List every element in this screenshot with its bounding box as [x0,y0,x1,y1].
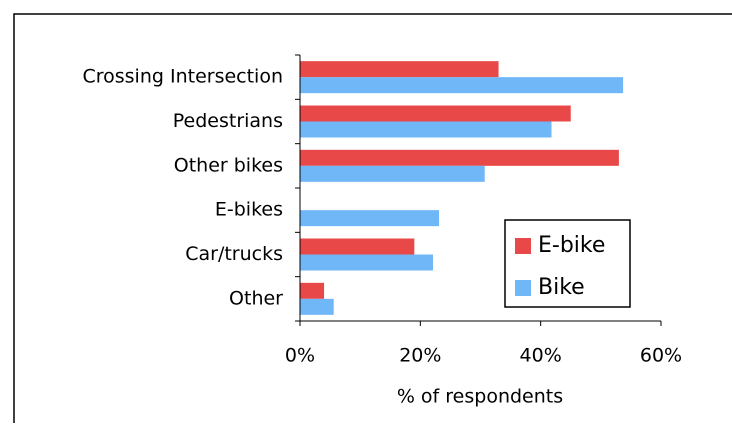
y-tick-label: Pedestrians [173,110,283,132]
bar [300,238,415,255]
legend-label: E-bike [538,233,605,258]
bar [300,282,325,299]
x-axis-label: % of respondents [397,386,563,408]
legend-swatch [515,280,531,296]
y-tick-label: Other bikes [174,154,283,176]
bar [300,298,334,315]
bar [300,61,499,78]
bar [300,77,624,94]
legend-swatch [515,238,531,254]
bar [300,105,571,122]
x-tick-label: 60% [640,345,682,367]
bar [300,254,433,271]
y-tick-label: Other [229,287,283,309]
bar [300,210,439,227]
x-tick-label: 0% [285,345,315,367]
bar [300,121,552,138]
bar [300,165,485,182]
bar [300,149,619,166]
x-tick-label: 20% [399,345,441,367]
legend-label: Bike [538,275,585,300]
x-tick-label: 40% [520,345,562,367]
y-tick-label: Crossing Intersection [82,66,283,88]
y-tick-label: E-bikes [215,199,283,221]
y-tick-label: Car/trucks [185,243,283,265]
